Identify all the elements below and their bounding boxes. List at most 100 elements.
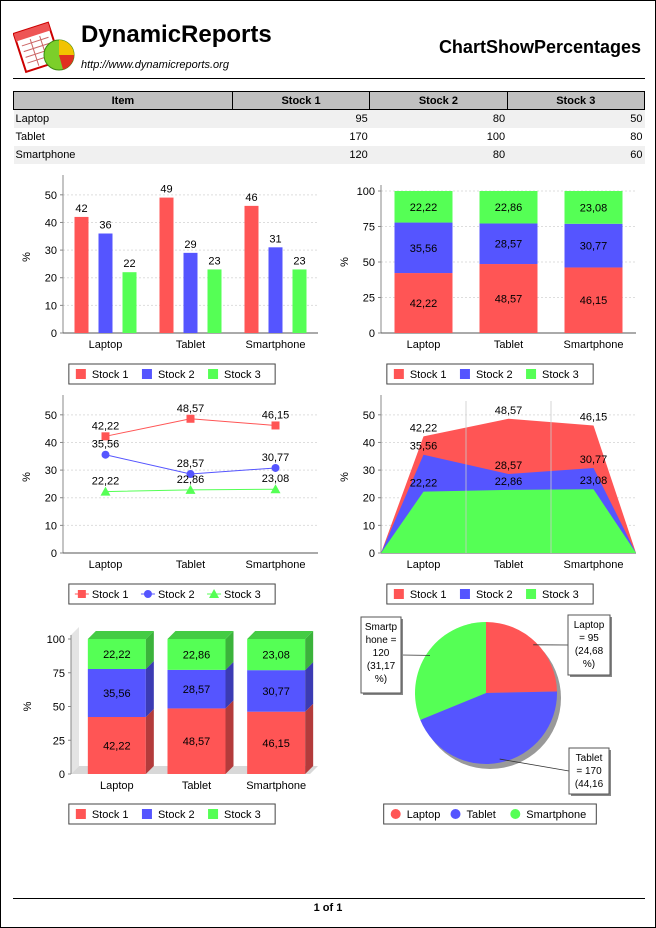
data-point	[271, 421, 280, 430]
x-tick-label: Laptop	[89, 339, 123, 351]
stacked-bar-segment	[167, 639, 226, 670]
column-header: Stock 3	[506, 91, 646, 110]
legend-box	[68, 803, 276, 825]
table-cell: 60	[507, 146, 645, 164]
slice-label: %)	[375, 674, 387, 685]
data-label: 30,77	[262, 452, 290, 464]
y-tick-label: 20	[45, 273, 57, 285]
legend-label: Stock 1	[92, 589, 129, 601]
y-tick-label: 20	[363, 493, 375, 505]
data-label: 42	[75, 203, 87, 215]
y-tick-label: 75	[363, 222, 375, 234]
legend-marker	[393, 589, 404, 599]
data-label: 22,22	[92, 476, 120, 488]
data-label: 31	[269, 233, 281, 245]
table-row: Tablet 170 100 80	[14, 128, 645, 146]
legend-label: Smartphone	[526, 809, 586, 821]
legend-label: Stock 1	[410, 369, 447, 381]
legend-box	[383, 803, 597, 825]
table-cell: 170	[349, 131, 368, 143]
legend-marker	[208, 369, 219, 379]
table-row: Smartphone 120 80 60	[13, 146, 645, 164]
bar	[292, 269, 307, 333]
page-number: 1 of 1	[313, 902, 343, 914]
data-label: 35,56	[410, 441, 438, 453]
data-label: 22,86	[495, 202, 523, 214]
stacked-bar-3d-chart: 0 25 50 75 100% 42,22 35,56 22,22 Laptop 48,57 28,…	[22, 627, 318, 825]
data-label: 46,15	[262, 738, 290, 750]
legend-marker	[77, 590, 86, 598]
legend-box	[386, 363, 594, 385]
data-label: 35,56	[410, 243, 438, 255]
y-axis-label: %	[21, 252, 33, 262]
legend-marker	[526, 589, 537, 599]
y-tick-label: 50	[363, 410, 375, 422]
pie-slice	[420, 691, 557, 764]
legend-marker	[459, 369, 470, 379]
slice-label: (44,16	[575, 779, 604, 790]
data-label: 23	[293, 255, 305, 267]
data-label: 28,57	[495, 239, 523, 251]
stacked-bar-segment	[564, 191, 623, 224]
bar-side	[225, 700, 234, 774]
data-label: 48,57	[495, 405, 523, 417]
legend-label: Stock 3	[542, 589, 579, 601]
bar-side	[145, 631, 154, 669]
legend-marker	[75, 369, 86, 379]
data-label: 22,86	[183, 649, 211, 661]
y-tick-label: 30	[363, 465, 375, 477]
legend-label: Stock 3	[224, 809, 261, 821]
legend-box	[68, 583, 276, 605]
data-label: 28,57	[177, 458, 205, 470]
stacked-bar-segment	[87, 639, 146, 669]
stacked-bar-segment	[479, 191, 538, 224]
y-tick-label: 0	[369, 328, 375, 340]
table-cell: 120	[232, 146, 370, 164]
bar-side	[145, 660, 154, 718]
bar-side	[305, 703, 314, 774]
y-tick-label: 30	[45, 245, 57, 257]
data-table: Item Stock 1 Stock 2 Stock 3 Laptop 95 8…	[13, 91, 646, 164]
stacked-bar-segment	[247, 670, 306, 712]
data-label: 30,77	[262, 686, 290, 698]
legend-marker	[393, 369, 404, 379]
data-label: 22	[123, 258, 135, 270]
label-box	[360, 616, 402, 694]
data-label: 35,56	[103, 688, 131, 700]
table-cell: 50	[507, 109, 645, 128]
data-point	[186, 414, 195, 423]
x-tick-label: Tablet	[494, 559, 523, 571]
data-point	[185, 484, 196, 494]
legend-marker	[390, 809, 401, 819]
data-label: 46	[245, 192, 257, 204]
slice-label: hone =	[366, 635, 397, 646]
x-tick-label: Laptop	[407, 339, 441, 351]
legend-label: Stock 2	[158, 809, 195, 821]
y-tick-label: 40	[363, 437, 375, 449]
table-cell: 80	[630, 131, 643, 143]
bar	[207, 269, 222, 333]
legend-label: Stock 2	[476, 369, 513, 381]
legend-marker	[510, 809, 521, 819]
data-label: 46,15	[580, 411, 608, 423]
data-label: 23,08	[262, 650, 290, 662]
data-label: 29	[184, 239, 196, 251]
slice-label: 120	[373, 648, 390, 659]
data-label: 35,56	[92, 439, 120, 451]
data-label: 48,57	[495, 294, 523, 306]
x-tick-label: Tablet	[176, 339, 205, 351]
legend-label: Stock 2	[476, 589, 513, 601]
pie-slice	[486, 622, 557, 693]
footer-divider	[13, 898, 645, 899]
x-tick-label: Tablet	[182, 780, 211, 792]
data-label: 28,57	[495, 460, 523, 472]
y-tick-label: 75	[53, 668, 65, 680]
data-label: 48,57	[183, 736, 211, 748]
x-tick-label: Laptop	[100, 780, 134, 792]
data-label: 42,22	[410, 422, 438, 434]
legend-label: Stock 2	[158, 589, 195, 601]
label-leader-line	[499, 758, 570, 772]
series-area	[381, 489, 636, 553]
legend-label: Laptop	[407, 809, 441, 821]
